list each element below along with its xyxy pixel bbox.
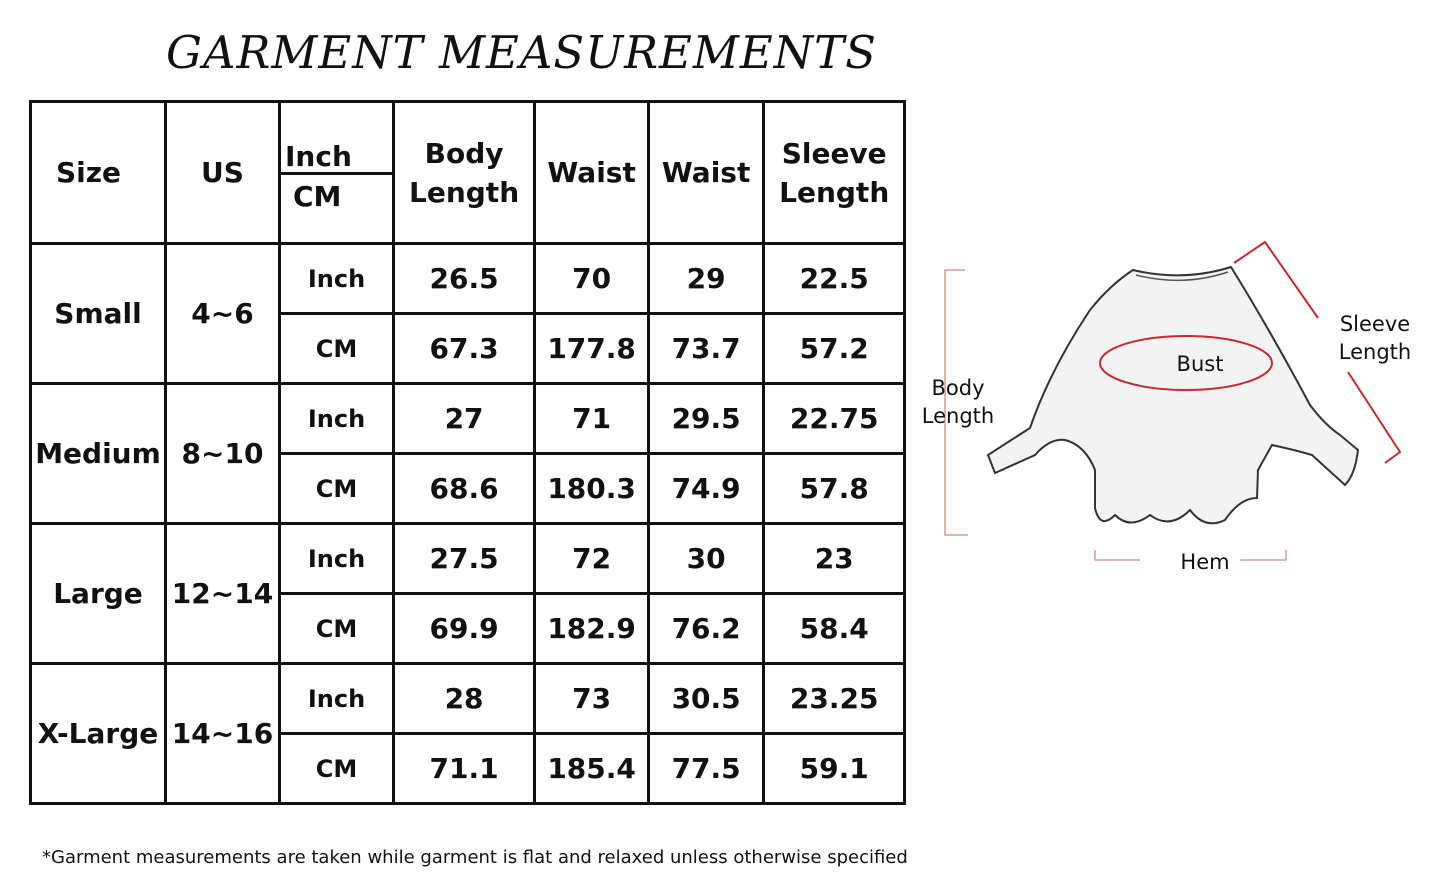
header-waist-2: Waist xyxy=(647,100,766,245)
size-cell: Medium xyxy=(29,382,167,525)
table-row: Small 4~6 Inch 26.5 70 29 22.5 xyxy=(29,242,907,385)
header-inch: Inch xyxy=(285,140,352,173)
value-cell: 27 xyxy=(391,382,537,455)
header-size: Size xyxy=(29,100,167,245)
value-cell: 22.5 xyxy=(762,242,907,315)
footnote: *Garment measurements are taken while ga… xyxy=(42,847,908,868)
value-cell: 28 xyxy=(391,662,537,735)
size-cell: X-Large xyxy=(29,662,167,805)
neckline xyxy=(1135,271,1229,282)
size-cell: Small xyxy=(29,242,167,385)
value-cell: 71.1 xyxy=(391,732,537,805)
value-cell: 76.2 xyxy=(647,592,766,665)
bust-label: Bust xyxy=(1176,352,1224,376)
value-cell: 23 xyxy=(762,522,907,595)
value-cell: 68.6 xyxy=(391,452,537,525)
header-cm: CM xyxy=(293,180,342,213)
value-cell: 73.7 xyxy=(647,312,766,385)
value-cell: 185.4 xyxy=(533,732,651,805)
body-length-bracket xyxy=(944,269,968,536)
value-cell: 57.2 xyxy=(762,312,907,385)
header-body-length: Body Length xyxy=(391,100,537,245)
value-cell: 67.3 xyxy=(391,312,537,385)
hem-bracket xyxy=(1094,550,1287,561)
sleeve-length-label: Sleeve Length xyxy=(1338,312,1412,364)
value-cell: 30 xyxy=(647,522,766,595)
value-cell: 182.9 xyxy=(533,592,651,665)
value-cell: 23.25 xyxy=(762,662,907,735)
bust-ellipse xyxy=(1099,335,1273,391)
unit-cell: CM xyxy=(278,312,395,385)
value-cell: 58.4 xyxy=(762,592,907,665)
header-waist: Waist xyxy=(533,100,651,245)
value-cell: 29.5 xyxy=(647,382,766,455)
table-row: Medium 8~10 Inch 27 71 29.5 22.75 xyxy=(29,382,907,525)
unit-cell: Inch xyxy=(278,522,395,595)
divider xyxy=(281,172,392,175)
table-row: CM 71.1 185.4 77.5 59.1 xyxy=(31,732,907,805)
hem-label: Hem xyxy=(1180,550,1230,574)
value-cell: 26.5 xyxy=(391,242,537,315)
size-cell: Large xyxy=(29,522,167,665)
unit-cell: Inch xyxy=(278,242,395,315)
size-chart-table: Size US Inch CM Body Length Waist Waist S… xyxy=(29,100,907,805)
table-row: X-Large 14~16 Inch 28 73 30.5 23.25 xyxy=(29,662,907,805)
value-cell: 57.8 xyxy=(762,452,907,525)
us-size-cell: 8~10 xyxy=(164,382,281,525)
us-size-cell: 12~14 xyxy=(164,522,281,665)
page-title: GARMENT MEASUREMENTS xyxy=(166,26,877,79)
value-cell: 70 xyxy=(533,242,651,315)
value-cell: 73 xyxy=(533,662,651,735)
header-us: US xyxy=(164,100,281,245)
unit-cell: CM xyxy=(278,592,395,665)
value-cell: 77.5 xyxy=(647,732,766,805)
unit-cell: CM xyxy=(278,452,395,525)
value-cell: 59.1 xyxy=(762,732,907,805)
us-size-cell: 14~16 xyxy=(164,662,281,805)
table-row: CM 69.9 182.9 76.2 58.4 xyxy=(31,592,907,665)
table-row: Large 12~14 Inch 27.5 72 30 23 xyxy=(29,522,907,665)
unit-cell: Inch xyxy=(278,662,395,735)
unit-cell: Inch xyxy=(278,382,395,455)
value-cell: 29 xyxy=(647,242,766,315)
table-row: CM 67.3 177.8 73.7 57.2 xyxy=(31,312,907,385)
value-cell: 71 xyxy=(533,382,651,455)
value-cell: 72 xyxy=(533,522,651,595)
value-cell: 22.75 xyxy=(762,382,907,455)
sweater-outline xyxy=(986,265,1360,525)
value-cell: 27.5 xyxy=(391,522,537,595)
value-cell: 74.9 xyxy=(647,452,766,525)
sleeve-length-bracket xyxy=(1233,240,1402,464)
unit-cell: CM xyxy=(278,732,395,805)
garment-sketch xyxy=(944,240,1402,561)
garment-diagram: Body Length Bust Sleeve Length Hem xyxy=(900,230,1445,590)
header-row: Size US Inch CM Body Length Waist Waist S… xyxy=(29,100,907,245)
value-cell: 30.5 xyxy=(647,662,766,735)
value-cell: 177.8 xyxy=(533,312,651,385)
us-size-cell: 4~6 xyxy=(164,242,281,385)
header-unit: Inch CM xyxy=(278,100,395,245)
value-cell: 180.3 xyxy=(533,452,651,525)
table-row: CM 68.6 180.3 74.9 57.8 xyxy=(31,452,907,525)
body-length-label: Body Length xyxy=(921,376,995,428)
header-sleeve-length: Sleeve Length xyxy=(762,100,907,245)
value-cell: 69.9 xyxy=(391,592,537,665)
